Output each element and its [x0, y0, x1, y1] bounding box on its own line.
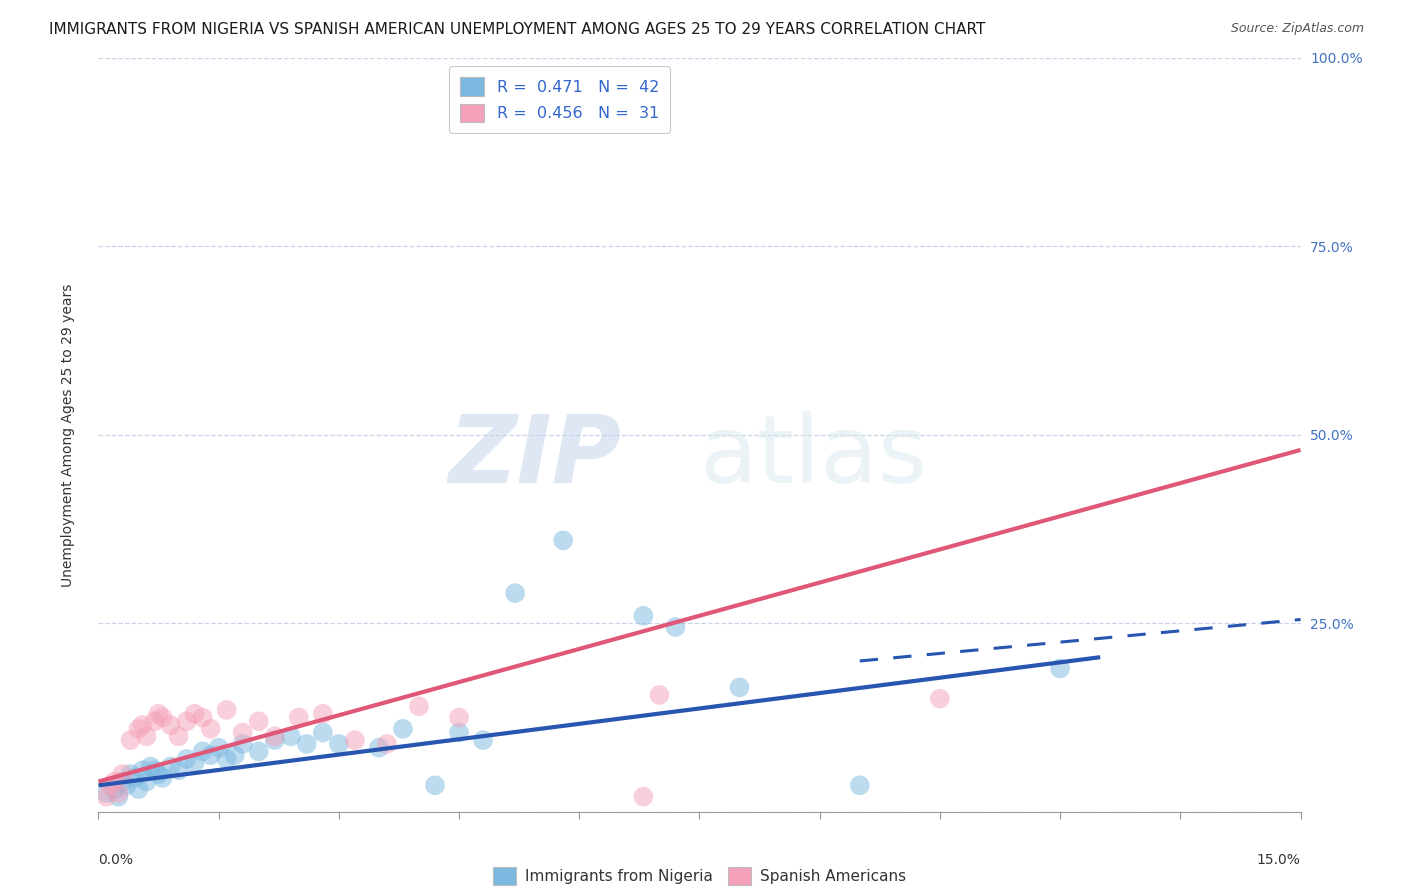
Text: ZIP: ZIP [449, 411, 621, 503]
Point [232, 737, 254, 751]
Point [263, 730, 285, 744]
Point [167, 730, 190, 744]
Point [183, 706, 205, 721]
Point [135, 730, 157, 744]
Point [159, 759, 181, 773]
Point [107, 789, 129, 804]
Point [288, 710, 311, 724]
Point [247, 744, 270, 758]
Point [633, 608, 655, 623]
Point [343, 733, 366, 747]
Point [139, 759, 162, 773]
Point [247, 714, 270, 729]
Text: atlas: atlas [700, 411, 928, 503]
Point [103, 774, 125, 789]
Point [208, 740, 231, 755]
Point [312, 706, 335, 721]
Point [148, 767, 170, 781]
Point [1049, 661, 1071, 675]
Point [131, 764, 153, 778]
Point [408, 699, 430, 714]
Point [664, 620, 686, 634]
Point [200, 748, 222, 763]
Point [215, 752, 238, 766]
Point [100, 778, 122, 792]
Point [107, 786, 129, 800]
Text: Source: ZipAtlas.com: Source: ZipAtlas.com [1230, 22, 1364, 36]
Point [96, 789, 118, 804]
Point [368, 740, 391, 755]
Text: 15.0%: 15.0% [1257, 853, 1301, 867]
Point [148, 706, 170, 721]
Point [392, 722, 415, 736]
Point [135, 774, 157, 789]
Point [143, 714, 166, 729]
Point [115, 778, 138, 792]
Point [553, 533, 575, 548]
Point [120, 733, 142, 747]
Point [232, 725, 254, 739]
Point [191, 744, 214, 758]
Point [312, 725, 335, 739]
Point [648, 688, 671, 702]
Point [295, 737, 318, 751]
Point [328, 737, 350, 751]
Point [124, 771, 146, 785]
Point [111, 767, 134, 781]
Point [176, 714, 198, 729]
Point [128, 722, 150, 736]
Text: IMMIGRANTS FROM NIGERIA VS SPANISH AMERICAN UNEMPLOYMENT AMONG AGES 25 TO 29 YEA: IMMIGRANTS FROM NIGERIA VS SPANISH AMERI… [49, 22, 986, 37]
Point [200, 722, 222, 736]
Point [263, 733, 285, 747]
Point [447, 725, 470, 739]
Point [159, 718, 181, 732]
Point [131, 718, 153, 732]
Point [120, 767, 142, 781]
Point [152, 771, 174, 785]
Point [128, 782, 150, 797]
Point [152, 710, 174, 724]
Point [423, 778, 446, 792]
Point [111, 774, 134, 789]
Point [280, 730, 302, 744]
Point [103, 782, 125, 797]
Point [472, 733, 495, 747]
Point [215, 703, 238, 717]
Point [176, 752, 198, 766]
Point [375, 737, 398, 751]
Point [849, 778, 872, 792]
Point [447, 710, 470, 724]
Point [191, 710, 214, 724]
Point [503, 586, 526, 600]
Point [929, 691, 952, 706]
Point [96, 786, 118, 800]
Point [633, 789, 655, 804]
Text: 0.0%: 0.0% [98, 853, 134, 867]
Point [143, 764, 166, 778]
Point [167, 764, 190, 778]
Y-axis label: Unemployment Among Ages 25 to 29 years: Unemployment Among Ages 25 to 29 years [60, 283, 75, 587]
Point [728, 681, 751, 695]
Point [183, 756, 205, 770]
Legend: Immigrants from Nigeria, Spanish Americans: Immigrants from Nigeria, Spanish America… [486, 861, 912, 891]
Point [224, 748, 246, 763]
